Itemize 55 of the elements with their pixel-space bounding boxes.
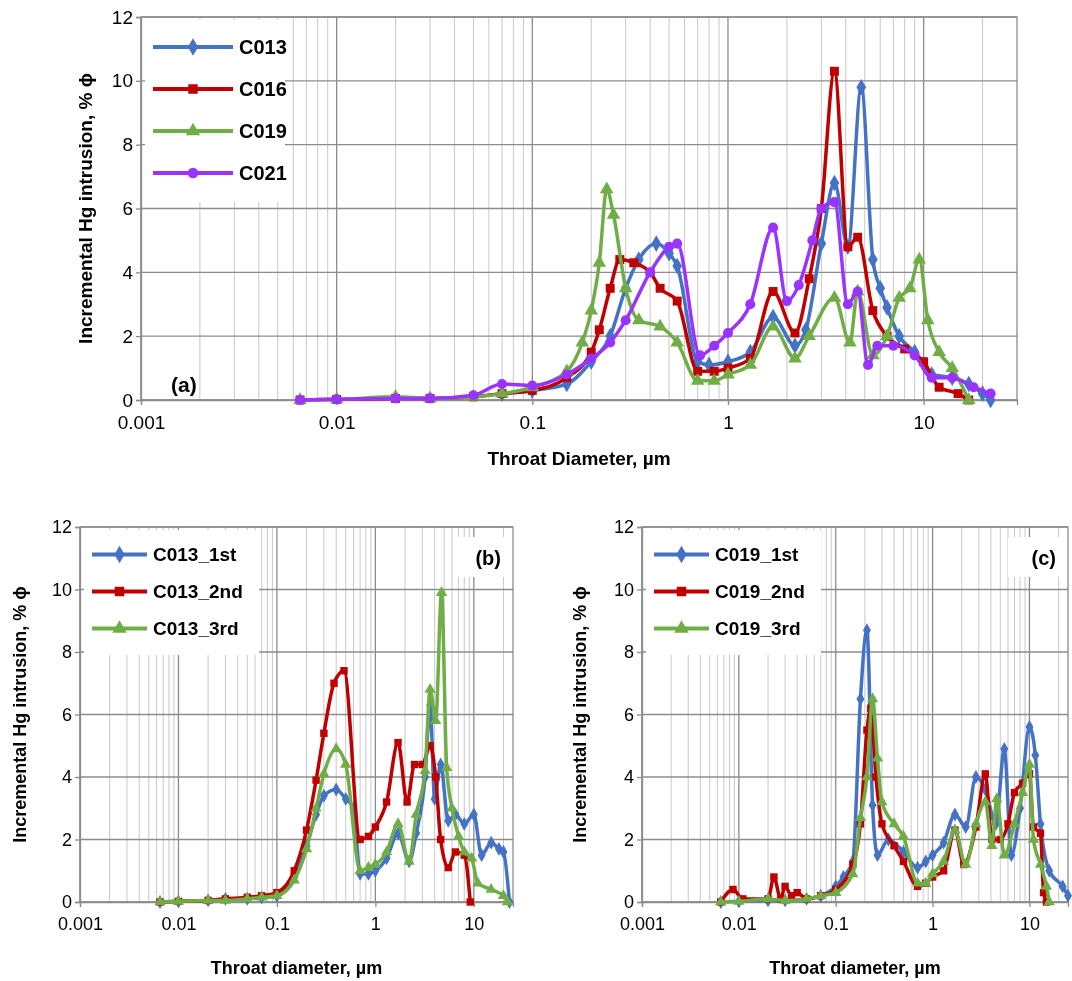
x-tick-label: 1 [370,913,381,934]
legend-label: C013_3rd [153,618,239,640]
y-tick-label: 2 [122,325,133,347]
x-tick-label: 0.01 [318,411,356,433]
x-tick-label: 10 [913,411,935,433]
x-tick-label: 0.001 [117,411,166,433]
y-tick-label: 6 [122,198,133,220]
x-tick-label: 10 [464,913,485,934]
y-tick-label: 4 [623,767,634,788]
y-tick-label: 2 [623,829,634,850]
y-axis-title: Incremental Hg intrusion, % ϕ [10,586,30,843]
x-tick-label: 0.001 [619,913,666,934]
legend-label: C013 [239,36,287,58]
y-tick-label: 10 [613,579,634,600]
y-tick-label: 8 [122,134,133,156]
x-tick-label: 1 [928,913,939,934]
y-axis-title: Incremental Hg intrusion, % ϕ [75,73,96,344]
y-tick-label: 10 [111,70,133,92]
x-tick-label: 0.1 [519,411,547,433]
y-tick-label: 8 [623,642,634,663]
y-tick-label: 2 [61,829,72,850]
x-tick-label: 0.01 [161,913,197,934]
legend-label: C019_2nd [715,581,805,603]
y-tick-label: 8 [61,642,72,663]
y-tick-label: 12 [111,6,133,28]
x-tick-label: 0.1 [823,913,849,934]
legend-label: C013_2nd [153,581,243,603]
annotation: (b) [475,547,501,569]
y-tick-label: 6 [623,704,634,725]
y-tick-label: 4 [122,261,134,283]
x-tick-label: 0.01 [721,913,757,934]
x-axis-title: Throat diameter, µm [769,958,941,978]
legend-label: C019_1st [715,544,800,566]
legend-label: C021 [239,162,287,184]
legend-label: C016 [239,78,287,100]
y-tick-label: 12 [51,517,72,538]
x-tick-label: 1 [723,411,734,433]
y-axis-title: Incremental Hg intrusion, % ϕ [570,586,590,843]
y-tick-label: 10 [51,579,72,600]
annotation: (c) [1031,547,1056,569]
legend-label: C019 [239,120,287,142]
x-tick-label: 0.001 [57,913,104,934]
y-tick-label: 0 [61,892,72,913]
x-tick-label: 0.1 [264,913,290,934]
legend-label: C013_1st [153,544,238,566]
x-axis-title: Throat diameter, µm [210,958,383,978]
y-tick-label: 0 [122,389,133,411]
legend-label: C019_3rd [715,618,801,640]
y-tick-label: 12 [613,517,634,538]
y-tick-label: 4 [61,767,72,788]
x-axis-title: Throat Diameter, µm [487,448,671,469]
x-tick-label: 10 [1019,913,1040,934]
y-tick-label: 6 [61,704,72,725]
y-tick-label: 0 [623,892,634,913]
annotation: (a) [171,373,197,396]
